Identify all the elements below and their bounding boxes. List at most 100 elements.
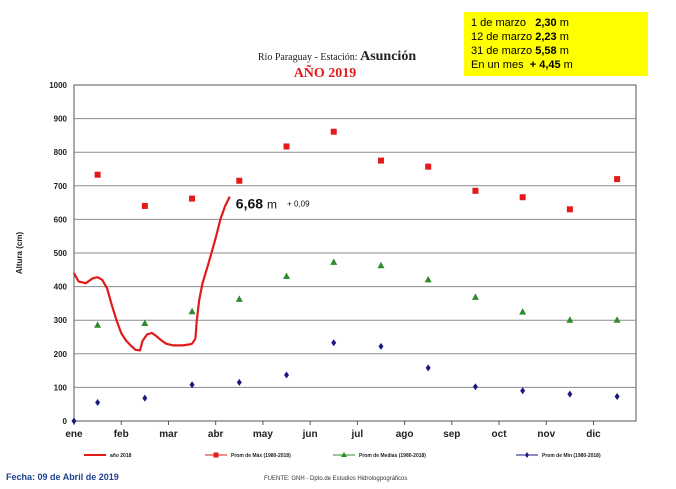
point-min [142,394,148,402]
y-tick-label: 600 [54,215,68,224]
point-mean [188,307,196,315]
chart-title-station: Asunción [360,49,416,64]
annotation-text: 6,68 m + 0,09 [236,196,310,212]
point-max [519,194,526,201]
x-tick-label: ago [396,429,414,440]
point-mean [471,293,479,300]
stats-label: 12 de marzo [471,31,533,43]
y-axis: 0 100 200 300 400 500 600 700 800 900 1000 [49,81,67,426]
y-tick-label: 700 [54,182,68,191]
point-mean [424,275,432,283]
legend-marker [525,452,529,458]
point-mean [566,316,574,323]
point-mean [330,258,338,265]
point-min [284,371,290,379]
point-min [189,381,195,389]
footer: Fecha: 09 de Abril de 2019 FUENTE: GNH -… [6,472,407,482]
stats-row: 12 de marzo 2,23 m [471,30,641,44]
legend-label: Prom de Medias (1980-2018) [359,453,426,459]
y-tick-label: 100 [54,383,68,392]
point-mean [613,316,621,323]
point-max [330,128,337,135]
x-tick-label: oct [492,429,508,440]
chart-title: Río Paraguay - Estación: Asunción AÑO 20… [258,49,416,81]
footer-date: Fecha: 09 de Abril de 2019 [6,472,119,482]
x-tick-label: may [253,429,273,440]
y-tick-label: 900 [54,115,68,124]
gridlines [74,118,636,388]
point-max [566,206,573,213]
x-tick-label: sep [443,429,460,440]
annotation-delta: + 0,09 [287,200,310,209]
point-max [377,157,384,164]
x-axis: ene feb mar abr may jun jul ago sep oct nov dic [65,421,601,440]
point-min [71,417,77,425]
stats-row: 31 de marzo 5,58 m [471,44,641,58]
x-tick-label: dic [586,429,601,440]
point-mean [283,272,291,280]
x-tick-label: jul [351,429,364,440]
y-tick-label: 200 [54,350,68,359]
stats-value: 5,58 [535,45,557,57]
annotation-unit: m [267,198,277,212]
y-tick-label: 400 [54,283,68,292]
point-max [425,163,432,170]
point-max [283,143,290,150]
y-tick-label: 1000 [49,81,67,90]
annotation-value: 6,68 [236,196,263,212]
current-level-annotation: 6,68 m + 0,09 [236,196,310,212]
point-max [189,195,196,202]
point-min [331,339,337,347]
legend-marker [213,452,219,458]
point-min [520,387,526,395]
stats-value: 2,30 [535,17,557,29]
point-min [614,392,620,400]
point-max [236,177,243,184]
legend-label: Prom de Máx (1980-2018) [231,453,291,459]
point-mean [519,308,527,315]
stats-unit: m [559,45,569,57]
x-tick-label: feb [114,429,129,440]
series-layer [71,128,621,425]
point-mean [94,321,102,328]
chart-title-line: Río Paraguay - Estación: Asunción [258,49,416,64]
y-tick-label: 800 [54,148,68,157]
legend-label: año 2018 [110,453,132,459]
stats-value: 2,23 [535,31,557,43]
point-max [472,187,479,194]
x-tick-label: mar [159,429,177,440]
x-tick-label: abr [208,429,224,440]
point-min [425,364,431,372]
y-tick-label: 300 [54,316,68,325]
x-tick-label: ene [65,429,83,440]
point-min [236,378,242,386]
point-max [141,202,148,209]
point-mean [377,261,385,269]
legend-marker [341,452,347,457]
point-min [378,342,384,350]
x-tick-label: nov [537,429,555,440]
stats-label: 31 de marzo [471,45,533,57]
stats-row: 1 de marzo 2,30 m [471,16,641,30]
legend-label: Prom de Min (1980-2018) [542,453,601,459]
chart-title-river: Río Paraguay - Estación: [258,52,360,63]
point-max [614,176,621,183]
stats-unit: m [559,31,569,43]
stats-box: 1 de marzo 2,30 m 12 de marzo 2,23 m 31 … [464,12,648,76]
point-mean [141,319,149,327]
legend: año 2018 Prom de Máx (1980-2018) Prom de M… [84,452,601,459]
point-min [95,399,101,407]
stats-value: + 4,45 [529,59,561,71]
y-tick-label: 500 [54,249,68,258]
point-min [567,390,573,398]
point-min [472,383,478,391]
stats-label: En un mes [471,59,524,71]
stats-label: 1 de marzo [471,17,527,29]
series-line-2019 [73,196,231,352]
y-axis-label: Altura (cm) [15,232,24,275]
point-max [94,171,101,178]
stats-unit: m [559,17,569,29]
footer-source: FUENTE: GNH - Dpto.de Estudios Hidrologp… [264,476,407,482]
y-tick-label: 0 [63,417,68,426]
